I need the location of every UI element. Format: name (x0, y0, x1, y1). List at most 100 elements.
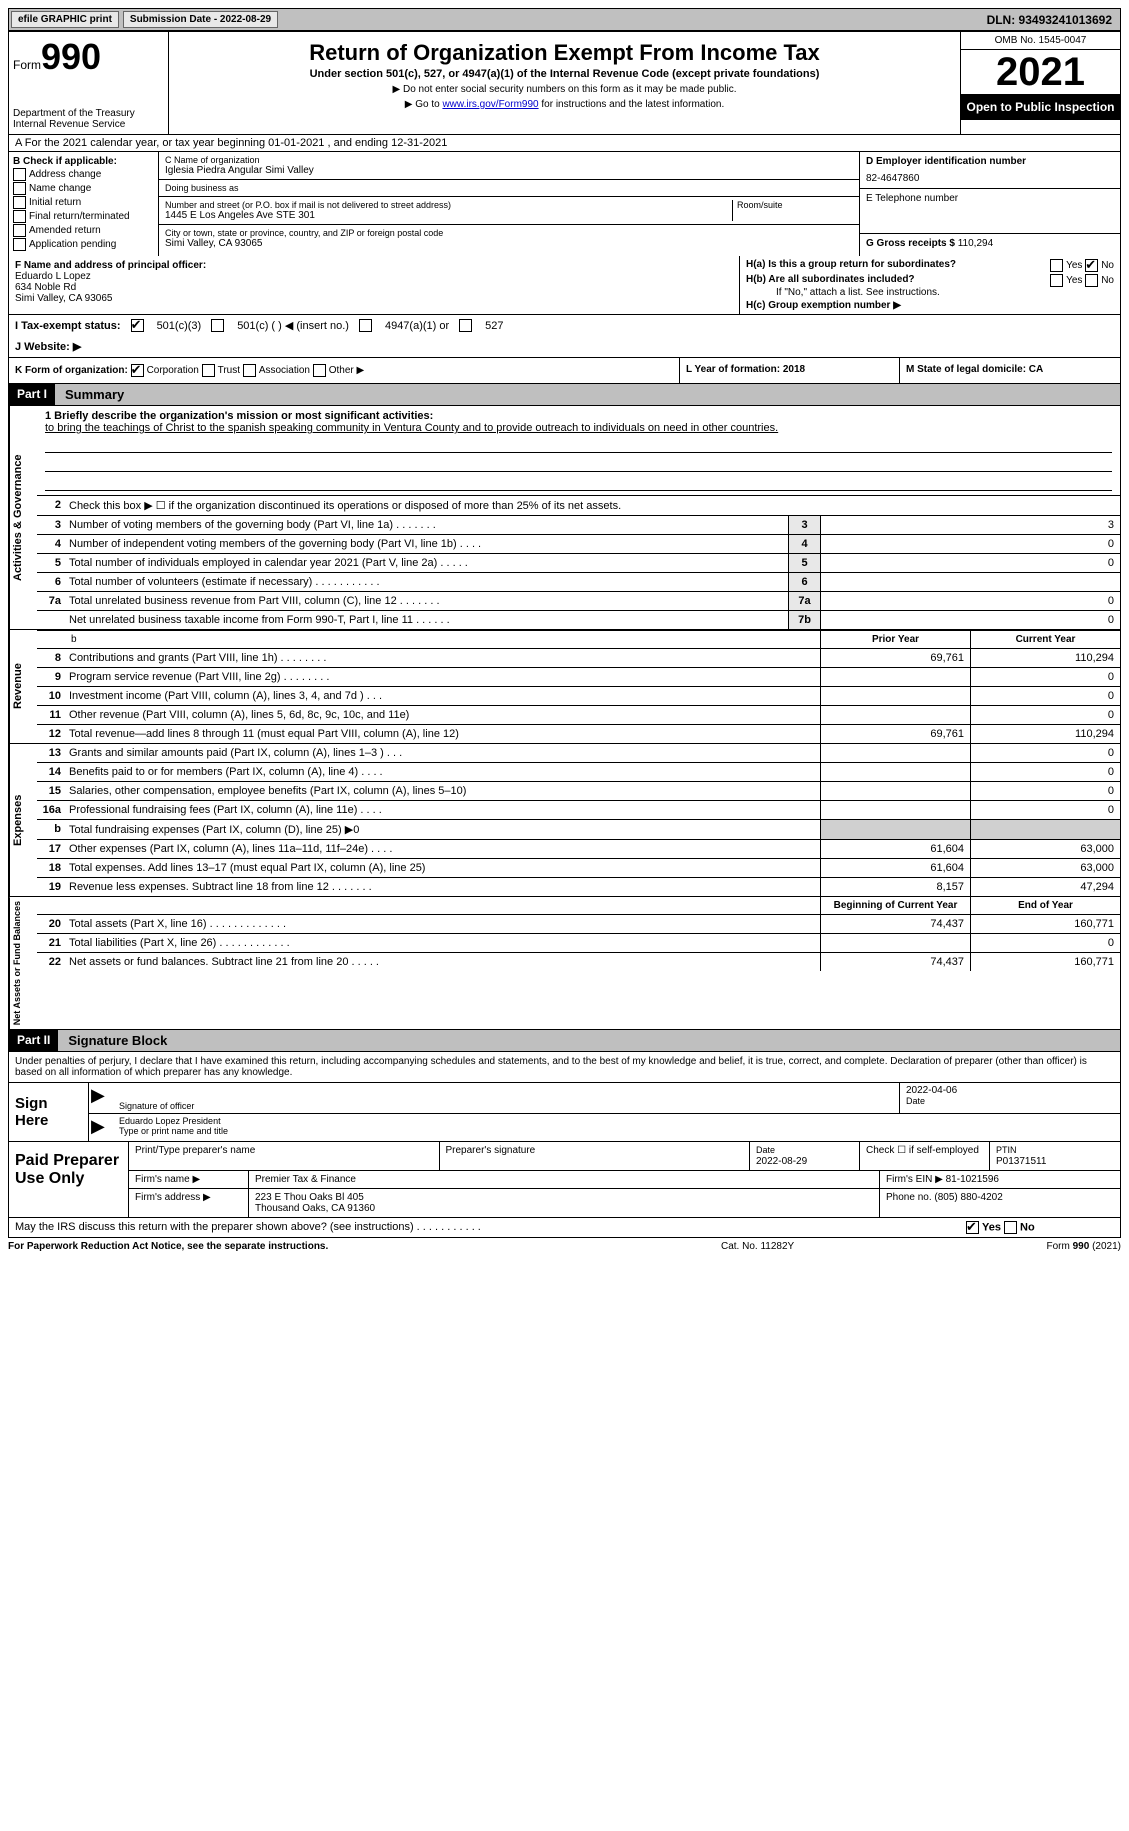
paid-preparer-block: Paid Preparer Use Only Print/Type prepar… (8, 1142, 1121, 1218)
paid-preparer-label: Paid Preparer Use Only (9, 1142, 129, 1217)
self-employed-cb[interactable]: Check ☐ if self-employed (860, 1142, 990, 1170)
summary-revenue: Revenue b Prior Year Current Year 8Contr… (8, 630, 1121, 744)
website-label: J Website: ▶ (15, 340, 81, 353)
vlabel-netassets: Net Assets or Fund Balances (9, 897, 37, 1029)
hb-label: H(b) Are all subordinates included? (746, 274, 915, 285)
cb-address-change[interactable]: Address change (13, 168, 154, 181)
footer-form: Form 990 (2021) (921, 1241, 1121, 1252)
name-label: C Name of organization (165, 155, 853, 165)
room-label: Room/suite (737, 200, 853, 210)
mission-text: to bring the teachings of Christ to the … (45, 422, 778, 434)
footer-cat: Cat. No. 11282Y (721, 1241, 921, 1252)
cb-name-change[interactable]: Name change (13, 182, 154, 195)
city-label: City or town, state or province, country… (165, 228, 853, 238)
ptin-value: P01371511 (996, 1156, 1046, 1167)
dba-label: Doing business as (165, 183, 853, 193)
vlabel-expenses: Expenses (9, 744, 37, 896)
form-number: Form990 (13, 36, 164, 78)
officer-label: F Name and address of principal officer: (15, 260, 206, 271)
sign-here-label: Sign Here (9, 1083, 89, 1141)
col-c-org-info: C Name of organization Iglesia Piedra An… (159, 152, 860, 256)
beg-year-hdr: Beginning of Current Year (820, 897, 970, 914)
part-1-header: Part I Summary (8, 384, 1121, 406)
form-org-label: K Form of organization: (15, 365, 128, 376)
hc-label: H(c) Group exemption number ▶ (746, 300, 901, 311)
discuss-yes-cb[interactable] (966, 1221, 979, 1234)
part-2-header: Part II Signature Block (8, 1030, 1121, 1052)
dept-label: Department of the Treasury Internal Reve… (13, 108, 164, 130)
note-ssn: ▶ Do not enter social security numbers o… (177, 84, 952, 95)
sig-declaration: Under penalties of perjury, I declare th… (8, 1052, 1121, 1083)
arrow-icon: ▶ (89, 1083, 113, 1113)
cb-527[interactable] (459, 319, 472, 332)
row-k-org-form: K Form of organization: Corporation Trus… (8, 358, 1121, 384)
row-a-tax-year: A For the 2021 calendar year, or tax yea… (8, 135, 1121, 152)
cb-amended[interactable]: Amended return (13, 224, 154, 237)
cb-trust[interactable] (202, 364, 215, 377)
prior-year-hdr: Prior Year (820, 631, 970, 648)
ein-label: D Employer identification number (866, 156, 1114, 167)
dln-label: DLN: 93493241013692 (987, 13, 1118, 27)
sig-officer-label: Signature of officer (119, 1101, 194, 1111)
org-name: Iglesia Piedra Angular Simi Valley (165, 165, 853, 176)
ha-label: H(a) Is this a group return for subordin… (746, 259, 956, 270)
year-formation: L Year of formation: 2018 (680, 358, 900, 383)
open-inspection: Open to Public Inspection (961, 94, 1120, 120)
officer-name: Eduardo L Lopez (15, 271, 91, 282)
cb-501c[interactable] (211, 319, 224, 332)
omb-number: OMB No. 1545-0047 (961, 32, 1120, 50)
cb-501c3[interactable] (131, 319, 144, 332)
sig-date-label: Date (906, 1096, 1114, 1106)
cb-initial-return[interactable]: Initial return (13, 196, 154, 209)
cb-other[interactable] (313, 364, 326, 377)
cb-final-return[interactable]: Final return/terminated (13, 210, 154, 223)
vlabel-activities: Activities & Governance (9, 406, 37, 629)
discuss-row: May the IRS discuss this return with the… (8, 1218, 1121, 1238)
summary-activities: Activities & Governance 1 Briefly descri… (8, 406, 1121, 630)
prep-sig-hdr: Preparer's signature (440, 1142, 751, 1170)
part-1-bar: Part I (9, 384, 55, 405)
cb-4947[interactable] (359, 319, 372, 332)
col-b-checkboxes: B Check if applicable: Address change Na… (9, 152, 159, 256)
irs-link[interactable]: www.irs.gov/Form990 (442, 99, 538, 110)
cb-corp[interactable] (131, 364, 144, 377)
firm-name-label: Firm's name ▶ (129, 1171, 249, 1188)
end-year-hdr: End of Year (970, 897, 1120, 914)
footer-left: For Paperwork Reduction Act Notice, see … (8, 1241, 328, 1252)
tax-status-label: I Tax-exempt status: (15, 320, 121, 332)
sign-here-block: Sign Here ▶ Signature of officer 2022-04… (8, 1083, 1121, 1142)
current-year-hdr: Current Year (970, 631, 1120, 648)
addr-label: Number and street (or P.O. box if mail i… (165, 200, 728, 210)
row-f-officer: F Name and address of principal officer:… (8, 256, 1121, 315)
firm-addr2: Thousand Oaks, CA 91360 (255, 1203, 375, 1214)
vlabel-revenue: Revenue (9, 630, 37, 743)
state-domicile: M State of legal domicile: CA (900, 358, 1120, 383)
officer-addr1: 634 Noble Rd (15, 282, 76, 293)
row-i-status: I Tax-exempt status: 501(c)(3) 501(c) ( … (8, 315, 1121, 336)
firm-addr-label: Firm's address ▶ (129, 1189, 249, 1217)
part-1-title: Summary (55, 384, 1120, 405)
ein-value: 82-4647860 (866, 173, 1114, 184)
form-subtitle: Under section 501(c), 527, or 4947(a)(1)… (177, 68, 952, 80)
discuss-no-cb[interactable] (1004, 1221, 1017, 1234)
part-2-bar: Part II (9, 1030, 58, 1051)
cb-assoc[interactable] (243, 364, 256, 377)
firm-ein: 81-1021596 (946, 1174, 999, 1185)
sig-date-value: 2022-04-06 (906, 1085, 1114, 1096)
cb-app-pending[interactable]: Application pending (13, 238, 154, 251)
firm-addr1: 223 E Thou Oaks Bl 405 (255, 1192, 364, 1203)
firm-phone: (805) 880-4202 (934, 1192, 1002, 1203)
hb-note: If "No," attach a list. See instructions… (746, 287, 1114, 298)
sig-name-label: Type or print name and title (119, 1126, 1114, 1136)
entity-grid: B Check if applicable: Address change Na… (8, 152, 1121, 256)
part-2-title: Signature Block (58, 1030, 1120, 1051)
form-title: Return of Organization Exempt From Incom… (177, 40, 952, 66)
submission-date-button[interactable]: Submission Date - 2022-08-29 (123, 11, 278, 28)
efile-print-button[interactable]: efile GRAPHIC print (11, 11, 119, 28)
note-link: ▶ Go to www.irs.gov/Form990 for instruct… (177, 99, 952, 110)
row-j-website: J Website: ▶ (8, 336, 1121, 358)
prep-name-hdr: Print/Type preparer's name (129, 1142, 440, 1170)
gross-value: 110,294 (958, 238, 993, 249)
firm-name-value: Premier Tax & Finance (249, 1171, 880, 1188)
sig-name-value: Eduardo Lopez President (119, 1116, 1114, 1126)
